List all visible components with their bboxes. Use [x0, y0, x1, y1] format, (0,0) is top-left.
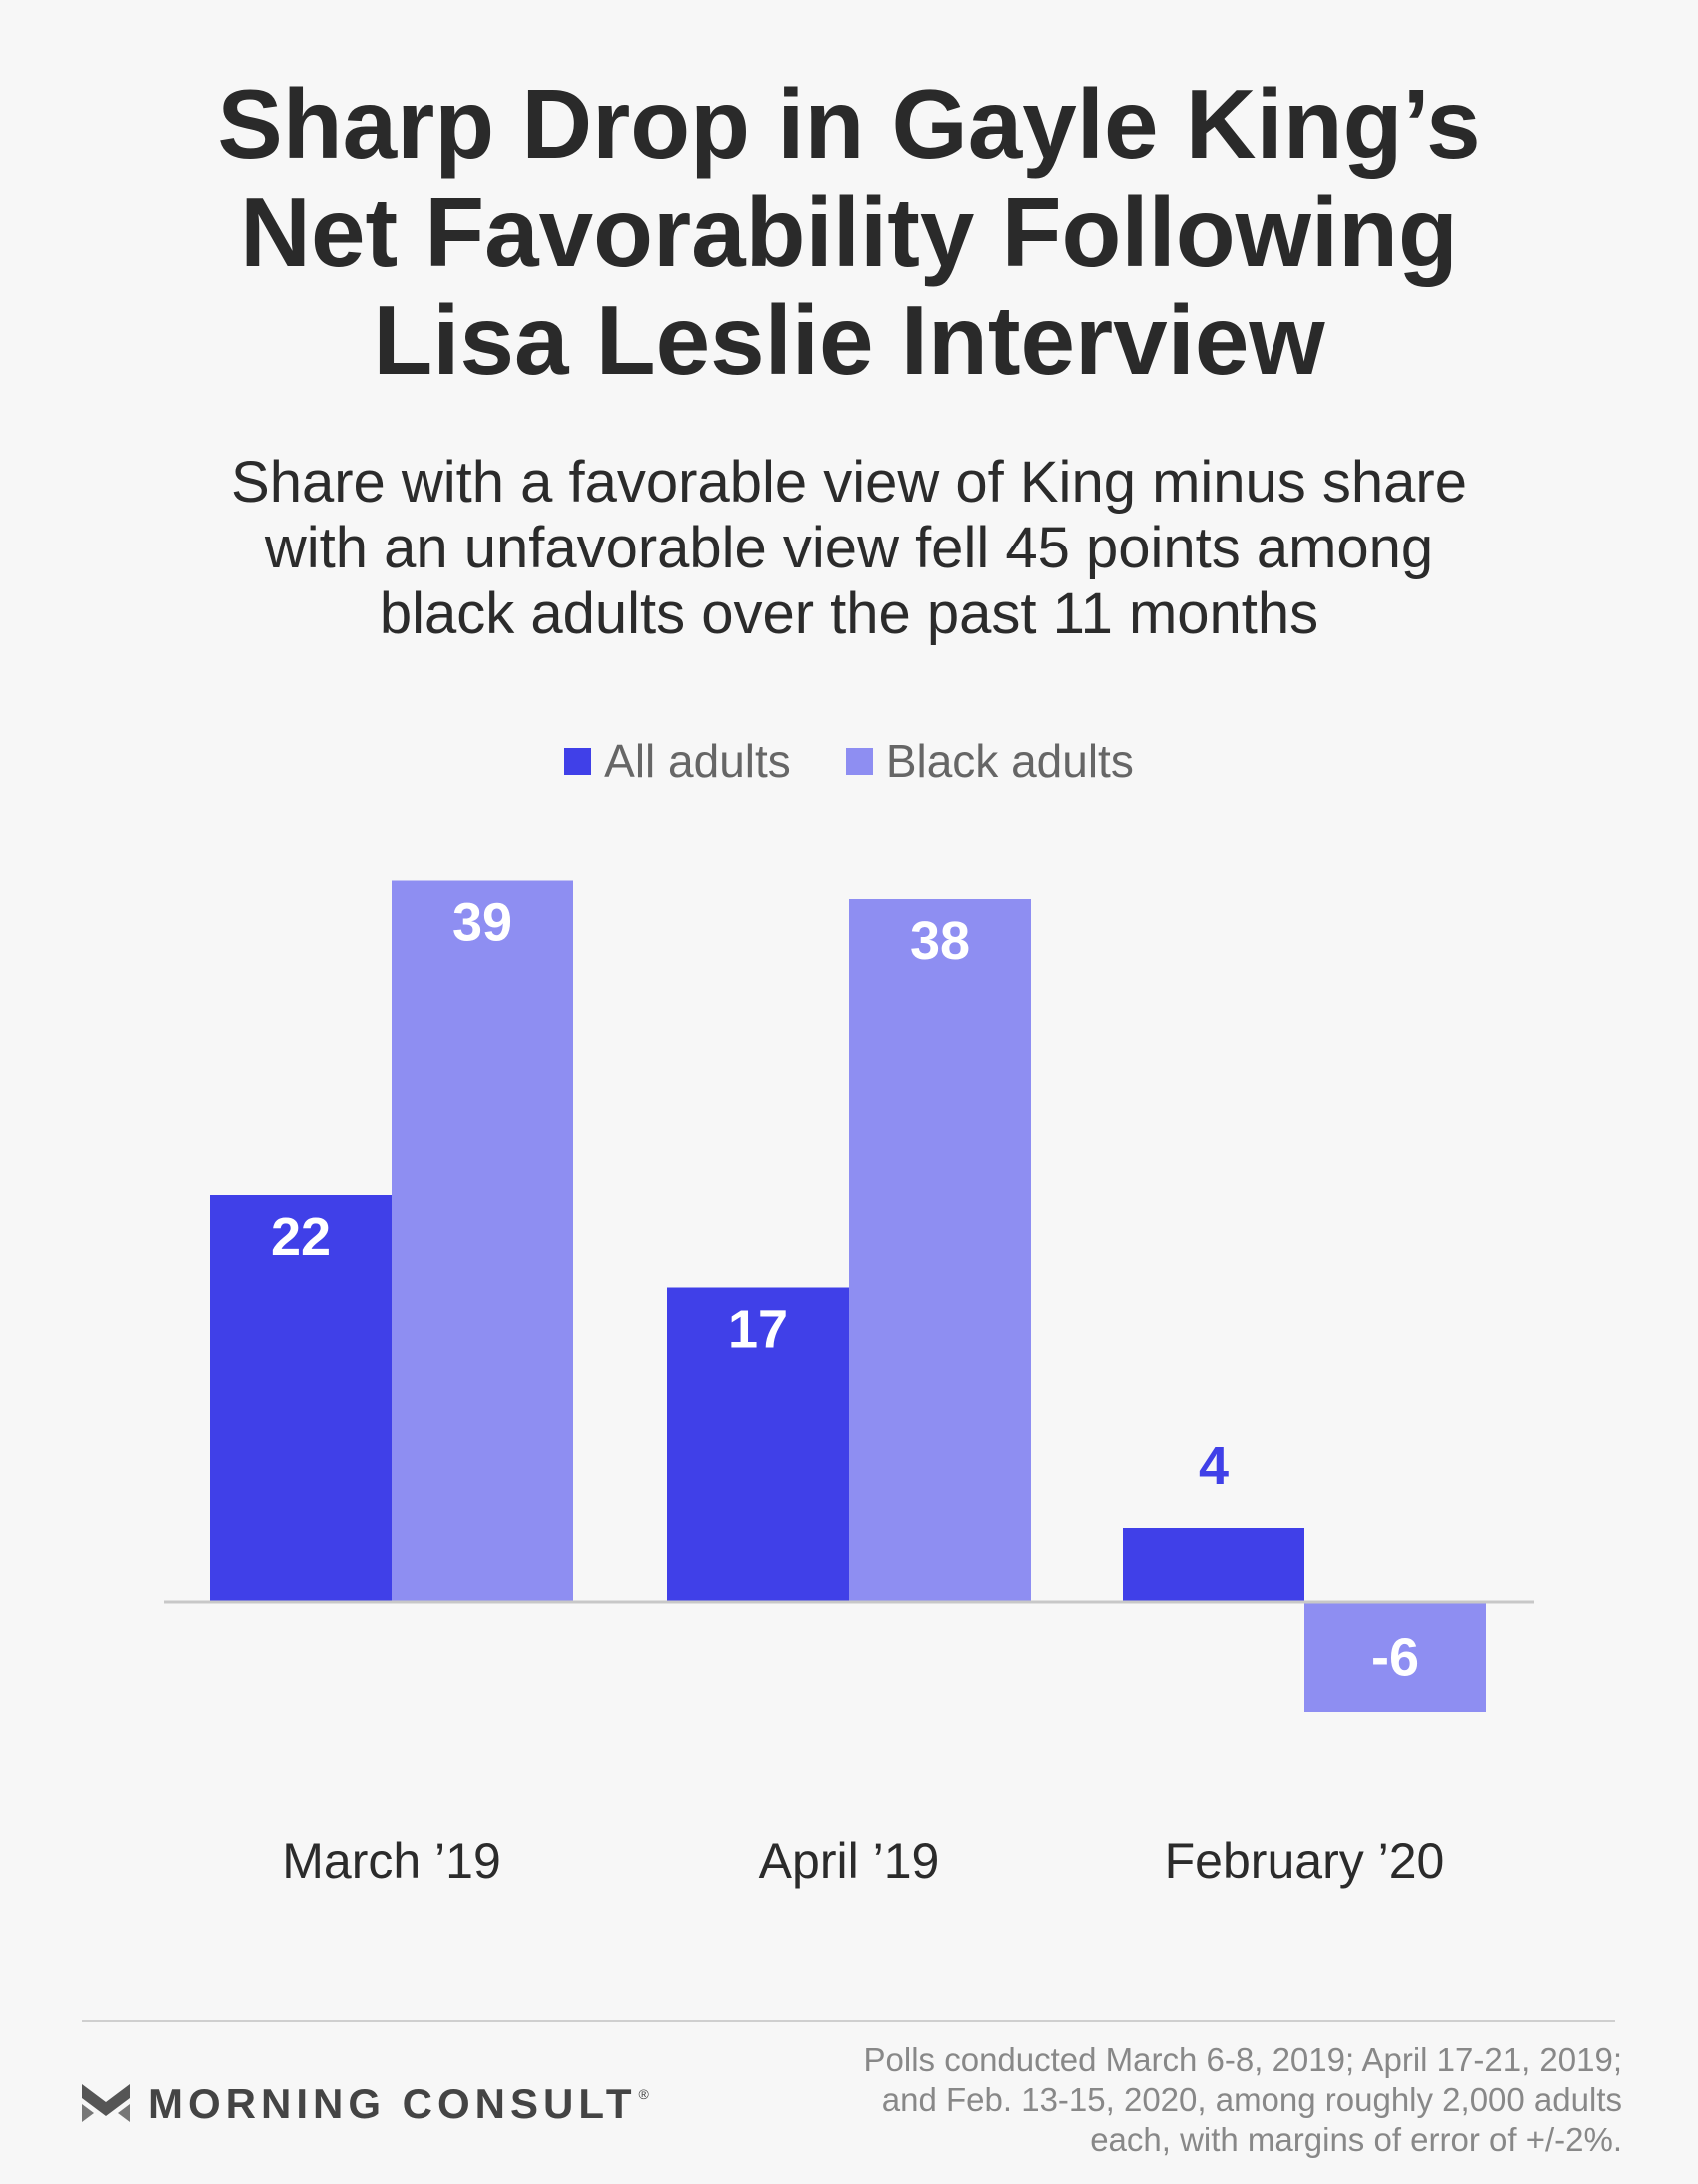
chart-subtitle-line: black adults over the past 11 months: [379, 581, 1319, 646]
bar-all-adults: [667, 1287, 849, 1602]
logo-registered-mark: ®: [638, 2086, 649, 2102]
source-note-line: each, with margins of error of +/-2%.: [1090, 2121, 1622, 2158]
chart-title-line: Lisa Leslie Interview: [373, 285, 1325, 395]
legend-swatch-black-adults: [845, 747, 873, 775]
bar-all-adults: [1123, 1528, 1304, 1602]
source-note-line: and Feb. 13-15, 2020, among roughly 2,00…: [881, 2081, 1622, 2118]
data-label-all-adults: 4: [1199, 1436, 1229, 1496]
data-label-all-adults: 22: [271, 1207, 331, 1267]
chart-title-line: Net Favorability Following: [240, 177, 1458, 287]
legend-label-black-adults: Black adults: [885, 735, 1134, 787]
category-label: April ’19: [759, 1833, 940, 1889]
data-label-black-adults: -6: [1371, 1629, 1419, 1688]
bar-black-adults: [849, 899, 1031, 1602]
logo-wordmark: MORNING CONSULT: [148, 2080, 637, 2127]
source-note: Polls conducted March 6-8, 2019; April 1…: [803, 2040, 1622, 2160]
legend-item-all-adults: All adults: [564, 734, 791, 788]
source-note-line: Polls conducted March 6-8, 2019; April 1…: [863, 2041, 1622, 2078]
category-label: February ’20: [1165, 1833, 1445, 1889]
bar-all-adults: [210, 1195, 392, 1602]
legend-swatch-all-adults: [564, 747, 592, 775]
chart-title-line: Sharp Drop in Gayle King’s: [217, 69, 1481, 179]
chart-title: Sharp Drop in Gayle King’s Net Favorabil…: [0, 70, 1698, 394]
morning-consult-logo: MORNING CONSULT ®: [82, 2080, 649, 2128]
chart-subtitle: Share with a favorable view of King minu…: [0, 450, 1698, 647]
data-label-black-adults: 39: [452, 893, 512, 953]
bar-chart: 22 39 March ’19 17 38 April ’19 4 -6 February ’2…: [164, 880, 1534, 1889]
legend-label-all-adults: All adults: [604, 735, 791, 787]
chart-subtitle-line: with an unfavorable view fell 45 points …: [264, 516, 1434, 580]
footer-divider: [82, 2020, 1615, 2022]
bar-black-adults: [1304, 1602, 1486, 1712]
chart-subtitle-line: Share with a favorable view of King minu…: [231, 450, 1467, 515]
chart-legend: All adults Black adults: [0, 734, 1698, 788]
legend-item-black-adults: Black adults: [845, 734, 1134, 788]
bar-black-adults: [392, 880, 573, 1602]
data-label-black-adults: 38: [910, 911, 970, 971]
morning-consult-logo-icon: [82, 2084, 130, 2122]
category-label: March ’19: [282, 1833, 501, 1889]
data-label-all-adults: 17: [728, 1300, 788, 1360]
